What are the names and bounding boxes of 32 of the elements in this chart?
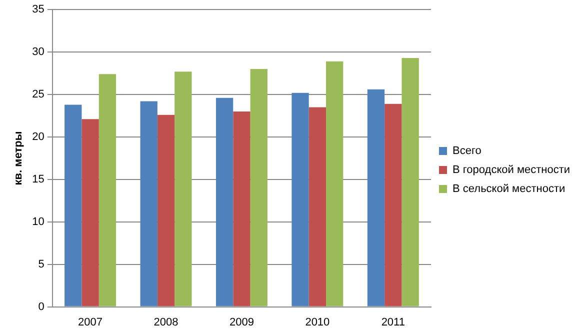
- bar: [250, 69, 268, 306]
- bar: [308, 107, 326, 306]
- bar: [157, 114, 175, 306]
- x-tick-label: 2008: [154, 316, 178, 328]
- y-tick-label: 30: [32, 46, 44, 58]
- y-tick-label: 35: [32, 4, 44, 16]
- y-axis-title: кв. метры: [12, 131, 25, 186]
- legend-label: Всего: [452, 145, 482, 158]
- bar: [292, 92, 309, 306]
- y-tick-label: 0: [38, 300, 44, 313]
- x-tick-label: 2007: [78, 316, 103, 328]
- legend-label: В сельской местности: [452, 183, 566, 196]
- bar: [402, 58, 419, 306]
- legend-label: В городской местности: [452, 164, 570, 176]
- y-tick-label: 10: [32, 216, 44, 228]
- bar: [64, 104, 82, 306]
- y-tick-label: 15: [32, 173, 44, 186]
- x-tick-label: 2009: [229, 316, 254, 328]
- bar: [98, 74, 116, 306]
- bar: [367, 89, 385, 306]
- bar: [384, 104, 402, 306]
- bar: [82, 119, 99, 306]
- bar: [216, 98, 234, 306]
- y-tick-label: 25: [32, 88, 44, 101]
- x-tick-label: 2010: [305, 316, 330, 328]
- bar: [326, 61, 344, 306]
- bar: [174, 72, 192, 306]
- y-tick-label: 20: [32, 131, 44, 144]
- bar: [140, 101, 158, 306]
- bar: [233, 111, 250, 306]
- x-tick-label: 2011: [381, 316, 405, 328]
- y-tick-label: 5: [38, 258, 44, 270]
